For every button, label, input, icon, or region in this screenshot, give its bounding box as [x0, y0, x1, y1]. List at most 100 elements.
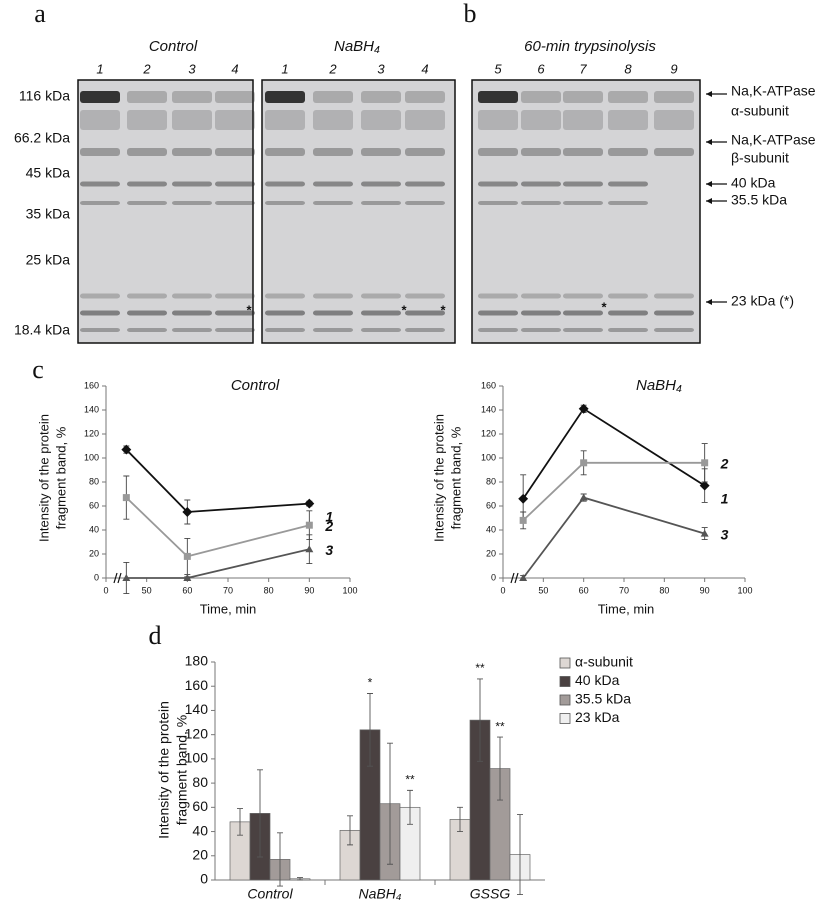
x-tick-label: 100 — [342, 585, 357, 595]
gel-band — [313, 293, 353, 299]
gel-band — [563, 181, 603, 187]
gel-band — [654, 328, 694, 332]
legend-swatch — [559, 657, 571, 669]
gel-band — [172, 328, 212, 332]
gel-band — [405, 148, 445, 156]
gel-band — [405, 293, 445, 299]
series-line — [126, 548, 310, 579]
gel-band — [215, 181, 255, 187]
gel-band — [478, 310, 518, 316]
band-label: 35.5 kDa — [731, 192, 787, 208]
lane-number: 5 — [494, 61, 502, 76]
series-line — [522, 407, 706, 500]
gel-band — [127, 181, 167, 187]
legend-swatch — [559, 713, 571, 724]
y-tick-label: 120 — [185, 725, 209, 741]
series-label: 3 — [721, 526, 729, 542]
gel-band — [608, 293, 648, 299]
data-point — [580, 459, 588, 467]
marker-label: 116 kDa — [19, 88, 70, 104]
band-label: Na,K-ATPase — [731, 83, 816, 99]
gel-group-title: NaBH₄ — [334, 38, 380, 55]
error-bar — [367, 693, 373, 767]
gel — [261, 79, 456, 344]
gel-band — [478, 148, 518, 156]
y-tick-label: 0 — [200, 871, 208, 887]
gel-band — [172, 310, 212, 316]
x-tick-label: 0 — [500, 585, 505, 595]
significance-mark: ** — [495, 719, 505, 733]
y-tick-label: 0 — [94, 572, 99, 582]
gel-band — [521, 310, 561, 316]
significance-mark: * — [368, 676, 373, 690]
x-axis-label: Time, min — [200, 601, 257, 616]
legend-label: 35.5 kDa — [575, 691, 631, 707]
y-tick-label: 40 — [89, 524, 99, 534]
gel-band — [361, 110, 401, 130]
y-tick-label: 0 — [491, 572, 496, 582]
gel-band — [80, 110, 120, 130]
panel-label: d — [149, 621, 162, 650]
y-tick-label: 120 — [481, 428, 496, 438]
series-line — [522, 461, 705, 522]
gel-band — [80, 201, 120, 205]
gel-band — [265, 91, 305, 103]
gel-band — [521, 328, 561, 332]
gel-band — [172, 181, 212, 187]
y-tick-label: 140 — [84, 404, 99, 414]
gel-band — [215, 310, 255, 316]
series-line — [522, 496, 705, 579]
gel-band — [80, 148, 120, 156]
y-tick-label: 160 — [84, 380, 99, 390]
gel-band — [521, 148, 561, 156]
x-tick-label: NaBH₄ — [359, 886, 402, 902]
y-tick-label: 160 — [185, 677, 209, 693]
gel-band — [608, 110, 648, 130]
x-tick-label: 60 — [182, 585, 192, 595]
gel-band — [215, 110, 255, 130]
gel-band — [80, 91, 120, 103]
gel-band — [563, 328, 603, 332]
gel-band — [127, 91, 167, 103]
gel-band — [172, 91, 212, 103]
data-point — [700, 529, 709, 537]
gel-band — [521, 110, 561, 130]
legend-label: 23 kDa — [575, 709, 620, 725]
x-tick-label: 70 — [223, 585, 233, 595]
y-tick-label: 80 — [486, 476, 496, 486]
gel-band — [361, 201, 401, 205]
gel-band — [478, 91, 518, 103]
data-point — [518, 493, 529, 504]
gel-band — [172, 201, 212, 205]
y-tick-label: 100 — [84, 452, 99, 462]
gel-band — [215, 328, 255, 332]
gel-band — [80, 310, 120, 316]
series-line — [125, 448, 310, 513]
y-tick-label: 80 — [192, 774, 208, 790]
gel — [471, 79, 701, 344]
gel-group-title: Control — [149, 38, 198, 55]
band-label: α-subunit — [731, 103, 789, 119]
y-tick-label: 20 — [192, 846, 208, 862]
gel-band — [478, 293, 518, 299]
lane-number: 1 — [281, 61, 288, 76]
arrow-head — [706, 139, 712, 145]
gel-band — [313, 181, 353, 187]
gel-band — [80, 181, 120, 187]
gel-band — [405, 181, 445, 187]
error-bar — [477, 678, 483, 762]
y-axis-label: Intensity of the protein — [36, 414, 51, 542]
marker-label: 66.2 kDa — [14, 130, 70, 146]
x-axis-label: Time, min — [598, 601, 655, 616]
error-bar — [347, 815, 353, 846]
gel-band — [265, 310, 305, 316]
gel-band — [654, 148, 694, 156]
gel-band — [361, 148, 401, 156]
x-tick-label: 90 — [304, 585, 314, 595]
lane-number: 2 — [142, 61, 151, 76]
gel-band — [563, 148, 603, 156]
gel-band — [478, 328, 518, 332]
gel-band — [127, 148, 167, 156]
x-tick-label: 0 — [103, 585, 108, 595]
axis-break — [510, 572, 519, 584]
